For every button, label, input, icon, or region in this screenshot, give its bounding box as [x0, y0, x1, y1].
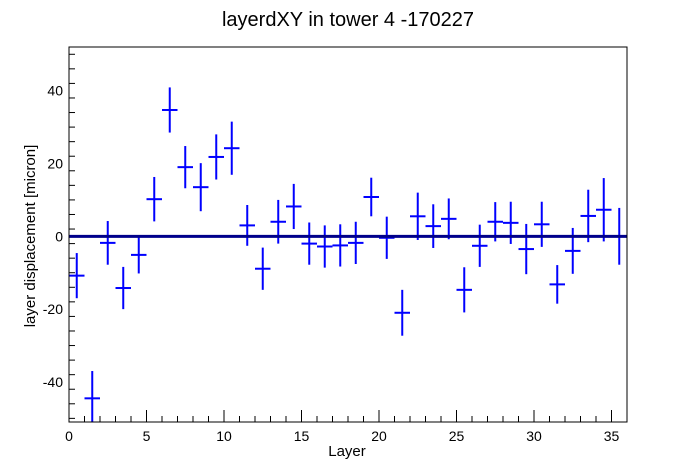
data-point: [131, 236, 147, 274]
data-point: [580, 189, 596, 243]
data-point: [208, 134, 224, 180]
data-point: [162, 87, 178, 133]
data-point: [456, 267, 472, 313]
plot-frame: [68, 46, 628, 423]
y-tick-label: 40: [47, 83, 63, 99]
data-point: [84, 371, 100, 422]
data-point: [596, 178, 612, 242]
data-point: [332, 224, 348, 267]
data-point: [534, 201, 550, 247]
x-tick-label: 15: [294, 428, 310, 444]
data-markers-group: [69, 87, 627, 422]
data-point: [255, 247, 271, 290]
y-tick-label: -40: [43, 374, 63, 390]
data-point: [301, 222, 317, 265]
data-point: [286, 183, 302, 230]
data-point: [224, 121, 240, 175]
data-point: [394, 289, 410, 336]
x-tick-label: 5: [143, 428, 151, 444]
data-point: [363, 177, 379, 217]
data-point: [146, 176, 162, 222]
x-tick-label: 10: [216, 428, 232, 444]
x-tick-label: 20: [371, 428, 387, 444]
x-tick-label: 35: [604, 428, 620, 444]
data-point: [317, 225, 333, 268]
x-tick-label: 0: [65, 428, 73, 444]
y-axis-label: layer displacement [micron]: [22, 145, 39, 328]
data-point: [177, 146, 193, 189]
data-point: [472, 224, 488, 267]
x-axis: 0 5 10 15 20 25 30 35: [65, 410, 628, 444]
y-tick-label: 0: [55, 228, 63, 244]
y-axis: -40 -20 0 20 40: [43, 53, 75, 419]
data-point: [410, 192, 426, 240]
y-tick-label: 20: [47, 156, 63, 172]
data-point: [549, 265, 565, 304]
data-point: [518, 223, 534, 275]
data-point: [115, 266, 131, 310]
data-point: [100, 221, 116, 265]
y-tick-label: -20: [43, 301, 63, 317]
x-axis-label: Layer: [328, 443, 366, 460]
x-tick-label: 30: [526, 428, 542, 444]
data-point: [425, 204, 441, 248]
data-point: [348, 221, 364, 264]
data-point: [193, 163, 209, 212]
data-point: [441, 198, 457, 240]
chart-title: layerdXY in tower 4 -170227: [222, 9, 474, 31]
x-tick-label: 25: [449, 428, 465, 444]
data-point: [239, 205, 255, 246]
data-point: [69, 253, 85, 299]
